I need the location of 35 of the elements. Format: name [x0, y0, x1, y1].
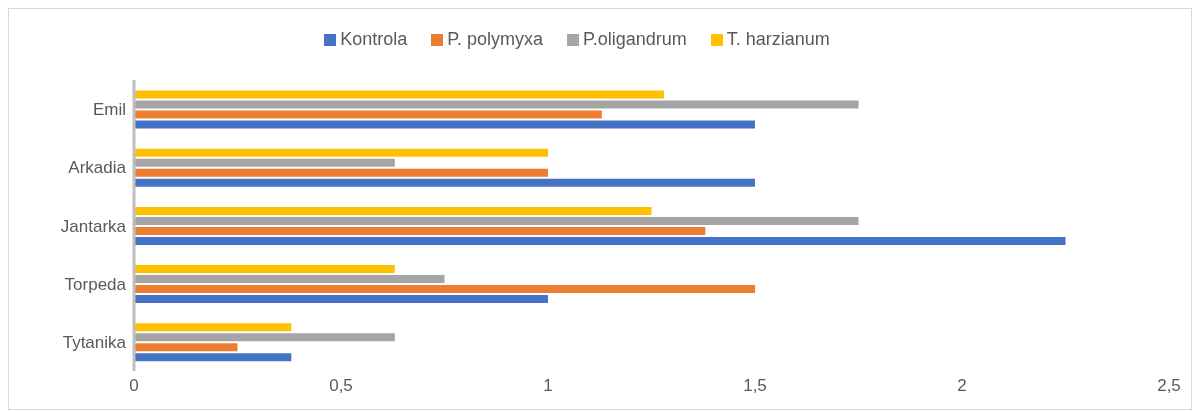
x-tick-label: 0,5	[329, 376, 353, 396]
legend-label: P.oligandrum	[582, 29, 687, 49]
legend-label: T. harzianum	[726, 29, 830, 49]
x-tick-label: 0	[129, 376, 139, 396]
bar	[134, 323, 292, 332]
bar	[134, 353, 292, 362]
y-tick-label: Tytanika	[62, 332, 127, 352]
bar	[134, 168, 548, 177]
bar	[134, 236, 1066, 245]
bar	[134, 178, 755, 187]
x-tick-label: 1	[543, 376, 553, 396]
x-tick-label: 2,5	[1157, 376, 1181, 396]
legend-label: P. polymyxa	[447, 29, 543, 49]
bar	[134, 216, 859, 225]
bar	[134, 100, 859, 109]
x-tick-label: 1,5	[743, 376, 767, 396]
bar	[134, 206, 652, 215]
bar	[134, 110, 602, 119]
y-tick-label: Emil	[92, 100, 126, 120]
bar	[134, 285, 755, 294]
bar	[134, 226, 706, 235]
bar	[134, 148, 548, 157]
x-tick-label: 2	[957, 376, 967, 396]
bar	[134, 265, 395, 274]
y-tick-label: Torpeda	[64, 274, 127, 294]
bar	[134, 120, 755, 129]
bar	[134, 333, 395, 342]
bar	[134, 275, 445, 284]
bar	[134, 158, 395, 167]
bar	[134, 343, 238, 352]
bar	[134, 90, 664, 99]
y-tick-label: Jantarka	[60, 216, 127, 236]
legend-label: Kontrola	[340, 29, 408, 49]
y-tick-label: Arkadia	[68, 158, 127, 178]
bar	[134, 295, 548, 304]
